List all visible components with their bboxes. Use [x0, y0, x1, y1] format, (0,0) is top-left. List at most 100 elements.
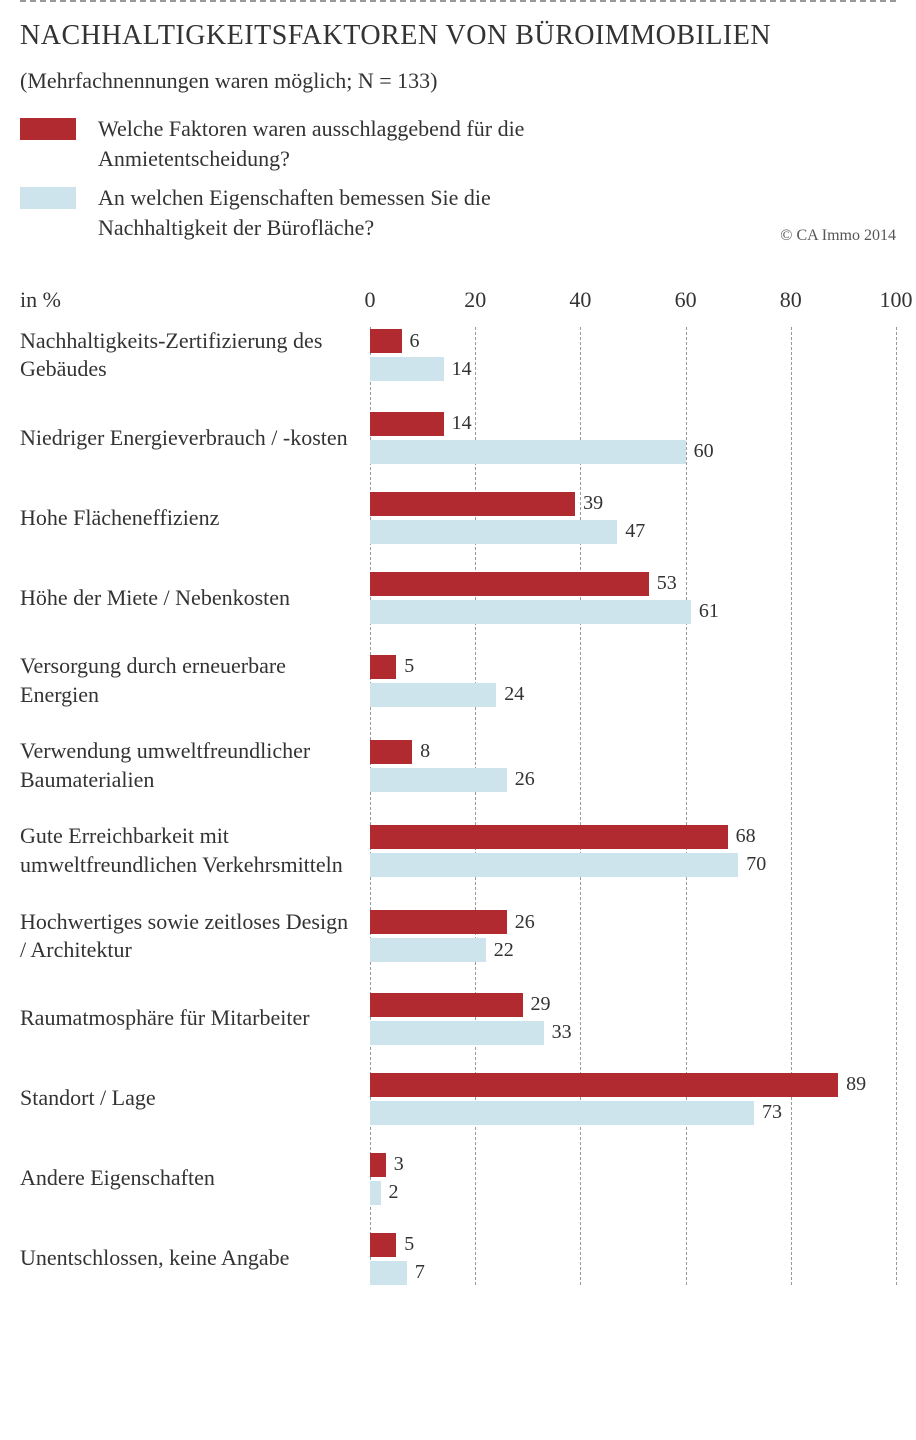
legend-item-series1: Welche Faktoren waren ausschlaggebend fü… [20, 114, 896, 173]
bar-wrap: 14 [370, 357, 896, 381]
bar-value: 33 [552, 1021, 572, 1044]
category-bars: 8 26 [370, 740, 896, 792]
category-row: Nachhaltigkeits-Zertifizierung des Gebäu… [20, 327, 896, 384]
bar-series2 [370, 1021, 544, 1045]
category-bars: 6870 [370, 825, 896, 877]
x-tick: 40 [569, 287, 591, 313]
bar-series2 [370, 683, 496, 707]
bar-wrap: 24 [370, 683, 896, 707]
category-row: Niedriger Energieverbrauch / -kosten1460 [20, 412, 896, 464]
category-row: Versorgung durch erneuerbare Energien524 [20, 652, 896, 709]
bar-wrap: 6 [370, 329, 896, 353]
bar-value: 61 [699, 600, 719, 623]
category-row: Höhe der Miete / Nebenkosten 53 61 [20, 572, 896, 624]
gridline [896, 327, 897, 1285]
bar-wrap: 7 [370, 1261, 896, 1285]
bar-wrap: 2 [370, 1181, 896, 1205]
top-dashed-border [20, 0, 896, 2]
bar-value: 53 [657, 572, 677, 595]
bar-value: 39 [583, 492, 603, 515]
chart-title: NACHHALTIGKEITSFAKTOREN VON BÜROIMMOBILI… [20, 20, 896, 52]
bar-value: 47 [625, 520, 645, 543]
category-bars: 2933 [370, 993, 896, 1045]
bar-series2 [370, 938, 486, 962]
bar-series1 [370, 655, 396, 679]
category-row: Andere Eigenschaften 3 2 [20, 1153, 896, 1205]
bar-wrap: 26 [370, 910, 896, 934]
x-tick: 100 [880, 287, 913, 313]
bar-series1 [370, 1153, 386, 1177]
category-label: Hohe Flächeneffizienz [20, 504, 370, 533]
x-tick: 20 [464, 287, 486, 313]
bar-series1 [370, 572, 649, 596]
category-label: Hochwertiges sowie zeitloses Design / Ar… [20, 908, 370, 965]
bar-wrap: 70 [370, 853, 896, 877]
category-bars: 8973 [370, 1073, 896, 1125]
bar-value: 3 [394, 1153, 404, 1176]
x-axis-ticks: 020406080100 [370, 285, 896, 313]
bar-series2 [370, 520, 617, 544]
bar-wrap: 61 [370, 600, 896, 624]
bar-series2 [370, 1261, 407, 1285]
category-row: Verwendung umwelt­freundlicher Baumateri… [20, 737, 896, 794]
bar-value: 26 [515, 768, 535, 791]
bar-wrap: 47 [370, 520, 896, 544]
bar-value: 22 [494, 939, 514, 962]
legend-label-series1: Welche Faktoren waren ausschlaggebend fü… [98, 114, 618, 173]
bar-series2 [370, 1181, 381, 1205]
bar-wrap: 3 [370, 1153, 896, 1177]
bar-wrap: 89 [370, 1073, 896, 1097]
bar-value: 2 [389, 1181, 399, 1204]
bar-wrap: 26 [370, 768, 896, 792]
category-bars: 1460 [370, 412, 896, 464]
category-row: Unentschlossen, keine Angabe57 [20, 1233, 896, 1285]
bar-value: 14 [452, 358, 472, 381]
bar-series2 [370, 600, 691, 624]
category-label: Gute Erreichbarkeit mit umweltfreundlich… [20, 822, 370, 879]
bar-wrap: 22 [370, 938, 896, 962]
bar-value: 73 [762, 1101, 782, 1124]
bar-wrap: 60 [370, 440, 896, 464]
bar-series2 [370, 1101, 754, 1125]
bar-value: 5 [404, 655, 414, 678]
legend-label-series2: An welchen Eigenschaften bemessen Sie di… [98, 183, 618, 242]
bar-series1 [370, 1073, 838, 1097]
legend-swatch-series1 [20, 118, 76, 140]
category-bars: 524 [370, 655, 896, 707]
bar-wrap: 14 [370, 412, 896, 436]
bar-wrap: 33 [370, 1021, 896, 1045]
bar-series2 [370, 440, 686, 464]
copyright-text: © CA Immo 2014 [780, 227, 896, 245]
bar-value: 8 [420, 740, 430, 763]
category-row: Hohe Flächeneffizienz 39 47 [20, 492, 896, 544]
category-label: Versorgung durch erneuerbare Energien [20, 652, 370, 709]
bar-value: 26 [515, 911, 535, 934]
plot-area: Nachhaltigkeits-Zertifizierung des Gebäu… [20, 327, 896, 1285]
category-label: Verwendung umwelt­freundlicher Baumateri… [20, 737, 370, 794]
category-label: Niedriger Energieverbrauch / -kosten [20, 424, 370, 453]
bar-series1 [370, 412, 444, 436]
unit-label: in % [20, 287, 370, 313]
chart-subtitle: (Mehrfachnennungen waren möglich; N = 13… [20, 68, 896, 94]
bar-wrap: 5 [370, 655, 896, 679]
legend: Welche Faktoren waren ausschlaggebend fü… [20, 114, 896, 243]
category-label: Andere Eigenschaften [20, 1164, 370, 1193]
bar-wrap: 53 [370, 572, 896, 596]
bar-series2 [370, 357, 444, 381]
x-tick: 0 [365, 287, 376, 313]
bar-wrap: 8 [370, 740, 896, 764]
bar-value: 7 [415, 1261, 425, 1284]
category-label: Raumatmosphäre für Mitarbeiter [20, 1004, 370, 1033]
bar-value: 5 [404, 1233, 414, 1256]
category-label: Höhe der Miete / Nebenkosten [20, 584, 370, 613]
bar-wrap: 5 [370, 1233, 896, 1257]
category-row: Raumatmosphäre für Mitarbeiter2933 [20, 993, 896, 1045]
category-row: Gute Erreichbarkeit mit umweltfreundlich… [20, 822, 896, 879]
category-label: Standort / Lage [20, 1084, 370, 1113]
category-bars: 39 47 [370, 492, 896, 544]
bar-value: 68 [736, 825, 756, 848]
bar-chart: in % 020406080100 Nachhaltigkeits-Zertif… [20, 285, 896, 1285]
bar-series1 [370, 825, 728, 849]
bar-wrap: 73 [370, 1101, 896, 1125]
bar-value: 6 [410, 330, 420, 353]
